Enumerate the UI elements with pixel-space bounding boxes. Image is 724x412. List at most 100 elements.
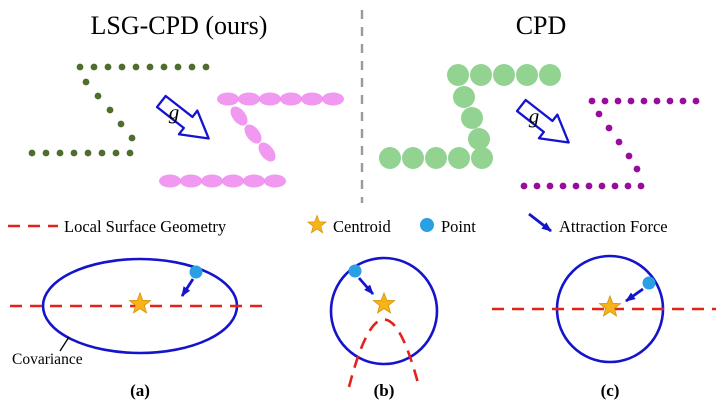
- cloud-point: [160, 63, 168, 71]
- cloud-point: [217, 92, 239, 106]
- cloud-point: [126, 149, 134, 157]
- cloud-point: [425, 147, 447, 169]
- cloud-point: [633, 165, 641, 173]
- cloud-point: [94, 92, 102, 100]
- point-dot: [348, 264, 362, 278]
- cloud-point: [448, 147, 470, 169]
- cloud-point: [117, 120, 125, 128]
- attraction-arrow: [357, 277, 375, 295]
- attraction-arrow: [625, 287, 644, 303]
- cloud-point: [112, 149, 120, 157]
- cloud-point: [692, 97, 700, 105]
- cloud-point: [516, 64, 538, 86]
- cloud-point: [470, 64, 492, 86]
- g-arrow-icon: [155, 94, 210, 140]
- cloud-point: [201, 174, 223, 188]
- centroid-star-icon: [600, 296, 621, 316]
- cloud-point: [244, 124, 262, 144]
- cloud-point: [90, 63, 98, 71]
- cloud-point: [447, 64, 469, 86]
- cloud-point: [625, 152, 633, 160]
- cloud-point: [520, 182, 528, 190]
- cloud-point: [202, 63, 210, 71]
- cloud-point: [666, 97, 674, 105]
- panel-c: (c): [492, 254, 716, 400]
- cloud-point: [243, 174, 265, 188]
- cloud-point: [624, 182, 632, 190]
- cloud-point: [174, 63, 182, 71]
- panel-b-label: (b): [374, 381, 395, 400]
- cloud-point: [601, 97, 609, 105]
- cloud-point: [533, 182, 541, 190]
- cloud-point: [264, 174, 286, 188]
- cloud-point: [128, 134, 136, 142]
- transform-arrow-right: g: [515, 98, 570, 144]
- centroid-star-icon: [374, 293, 395, 313]
- cloud-point: [640, 97, 648, 105]
- cloud-point: [159, 174, 181, 188]
- cloud-point: [118, 63, 126, 71]
- attraction-force-label: Attraction Force: [559, 217, 668, 236]
- cloud-point: [98, 149, 106, 157]
- cloud-point: [572, 182, 580, 190]
- legend: Local Surface Geometry Centroid Point At…: [8, 214, 668, 236]
- cloud-point: [258, 142, 276, 162]
- cloud-point: [614, 97, 622, 105]
- cloud-point: [588, 97, 596, 105]
- cloud-point: [379, 147, 401, 169]
- cloud-point: [679, 97, 687, 105]
- centroid-star-icon: [130, 293, 151, 313]
- cloud-point: [546, 182, 554, 190]
- cloud-point: [595, 110, 603, 118]
- cloud-point: [453, 86, 475, 108]
- cloud-point: [106, 106, 114, 114]
- point-label: Point: [441, 217, 476, 236]
- cloud-point: [322, 92, 344, 106]
- panel-b: (b): [329, 256, 439, 400]
- cloud-point: [76, 63, 84, 71]
- attraction-force-icon: [528, 212, 552, 233]
- green-target-cloud-right: [379, 64, 561, 169]
- panel-a-label: (a): [130, 381, 150, 400]
- cloud-point: [222, 174, 244, 188]
- cloud-point: [132, 63, 140, 71]
- cloud-point: [84, 149, 92, 157]
- cloud-point: [637, 182, 645, 190]
- right-panel-title: CPD: [516, 11, 567, 40]
- cloud-point: [585, 182, 593, 190]
- cloud-point: [539, 64, 561, 86]
- cloud-point: [146, 63, 154, 71]
- cloud-point: [605, 124, 613, 132]
- centroid-star-icon: [308, 216, 326, 233]
- cloud-point: [627, 97, 635, 105]
- cloud-point: [598, 182, 606, 190]
- cloud-point: [28, 149, 36, 157]
- panel-a: Covariance (a): [10, 257, 270, 400]
- cloud-point: [559, 182, 567, 190]
- cloud-point: [188, 63, 196, 71]
- local-surface-curve: [347, 318, 421, 388]
- point-icon: [420, 218, 434, 232]
- covariance-leader-line: [59, 336, 70, 352]
- cloud-point: [468, 128, 490, 150]
- cloud-point: [70, 149, 78, 157]
- point-dot: [189, 265, 203, 279]
- cloud-point: [461, 107, 483, 129]
- cloud-point: [653, 97, 661, 105]
- cloud-point: [301, 92, 323, 106]
- cloud-point: [259, 92, 281, 106]
- g-transform-label: g: [529, 104, 540, 128]
- covariance-circle: [329, 256, 439, 366]
- panel-c-label: (c): [601, 381, 620, 400]
- cloud-point: [238, 92, 260, 106]
- cloud-point: [56, 149, 64, 157]
- left-panel-title: LSG-CPD (ours): [91, 11, 268, 40]
- cloud-point: [230, 106, 248, 126]
- point-dot: [642, 276, 656, 290]
- purple-source-cloud: [520, 97, 700, 190]
- cloud-point: [611, 182, 619, 190]
- covariance-label: Covariance: [12, 351, 83, 368]
- cloud-point: [104, 63, 112, 71]
